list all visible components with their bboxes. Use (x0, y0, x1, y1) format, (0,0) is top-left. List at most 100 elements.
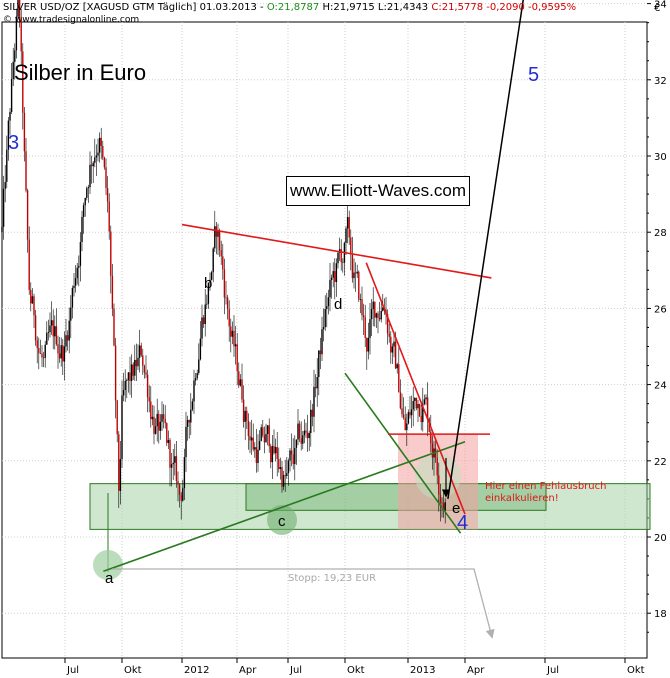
candle-body (186, 419, 189, 427)
candle-body (244, 410, 246, 422)
candle-body (118, 434, 120, 491)
candle-body (366, 337, 368, 352)
candle-body (33, 296, 35, 316)
candle-body (268, 425, 270, 447)
candle-body (2, 188, 5, 227)
candle-body (140, 345, 142, 356)
candle-body (82, 205, 85, 217)
zones (89, 434, 651, 572)
candle-body (142, 355, 144, 366)
y-tick-label: 20 (654, 533, 667, 544)
wave-3-label: 3 (8, 132, 20, 154)
candle-body (289, 450, 291, 461)
candle-body (386, 314, 389, 334)
candle-body (316, 376, 318, 389)
trendline (103, 440, 466, 573)
candle-body (270, 446, 272, 463)
candle-body (182, 488, 184, 501)
candle-body (199, 338, 202, 360)
candle-body (290, 450, 293, 455)
candle-body (74, 278, 77, 286)
candle-body (305, 430, 307, 433)
candle-body (310, 409, 312, 434)
candle-body (273, 446, 275, 454)
candle-body (257, 449, 259, 464)
y-tick-label: 32 (654, 76, 667, 87)
candle-body (25, 151, 27, 191)
candle-body (36, 340, 38, 348)
candle-body (353, 272, 355, 279)
candle-body (406, 423, 408, 430)
open-value: O:21,8787 (266, 2, 320, 13)
x-tick-label: Okt (627, 665, 645, 676)
candle-body (209, 279, 211, 283)
candle-body (230, 326, 232, 337)
candle-body (58, 353, 61, 359)
candle-body (127, 372, 130, 381)
candle-body (327, 297, 330, 307)
candle-body (30, 289, 32, 304)
candle-body (393, 341, 395, 347)
high-low-values: H:21,9715 L:21,4343 (322, 2, 429, 13)
candle-body (183, 457, 186, 489)
candle-body (390, 336, 392, 353)
candle-body (263, 435, 266, 443)
candle-body (394, 341, 397, 369)
candle-body (129, 372, 131, 381)
candle-body (124, 380, 126, 390)
x-tick-label: 2013 (410, 665, 435, 676)
x-tick-label: Apr (239, 665, 257, 676)
wave-point-b-label: b (204, 275, 212, 292)
candle-body (206, 303, 208, 305)
candle-body (242, 399, 245, 422)
candle-body (311, 409, 314, 417)
candle-body (297, 423, 299, 440)
candle-body (422, 404, 424, 423)
candle-body (60, 345, 62, 359)
candle-body (329, 280, 331, 298)
candle-body (6, 149, 8, 182)
candle-body (151, 416, 154, 420)
candle-body (388, 333, 390, 337)
candle-body (103, 157, 106, 168)
candle-body (292, 454, 294, 465)
candle-body (71, 288, 74, 308)
false-breakout-note-line2: einkalkulieren! (485, 493, 559, 504)
candle-body (154, 426, 157, 434)
candle-body (222, 256, 224, 270)
candle-body (42, 357, 45, 359)
candle-body (423, 399, 426, 405)
candle-body (204, 304, 206, 325)
candle-body (346, 217, 349, 229)
candle-body (119, 459, 122, 491)
false-breakout-note: Hier einen Fehlausbruch einkalkulieren! (485, 481, 606, 505)
candle-body (52, 320, 54, 337)
candle-body (314, 386, 317, 389)
candle-body (407, 412, 410, 424)
candle-body (364, 317, 366, 338)
candle-body (246, 410, 248, 421)
candle-body (46, 332, 48, 345)
candle-body (399, 392, 402, 409)
candle-body (62, 345, 64, 362)
candle-body (47, 332, 50, 333)
candle-body (255, 447, 258, 464)
candle-body (172, 462, 174, 465)
candle-body (196, 373, 198, 379)
candle-body (234, 344, 237, 347)
candle-body (126, 380, 128, 381)
candle-body (250, 437, 253, 441)
candle-body (441, 502, 443, 504)
candle-body (188, 419, 190, 423)
candle-body (391, 346, 394, 353)
wave-point-d-label: d (334, 296, 342, 313)
candle-body (50, 320, 53, 326)
candle-body (321, 329, 323, 355)
candle-body (215, 226, 218, 237)
candle-body (281, 466, 283, 487)
candle-body (362, 315, 365, 318)
x-tick-label: Apr (467, 665, 485, 676)
candle-body (73, 285, 75, 289)
candle-body (161, 414, 163, 422)
candle-body (358, 271, 360, 300)
